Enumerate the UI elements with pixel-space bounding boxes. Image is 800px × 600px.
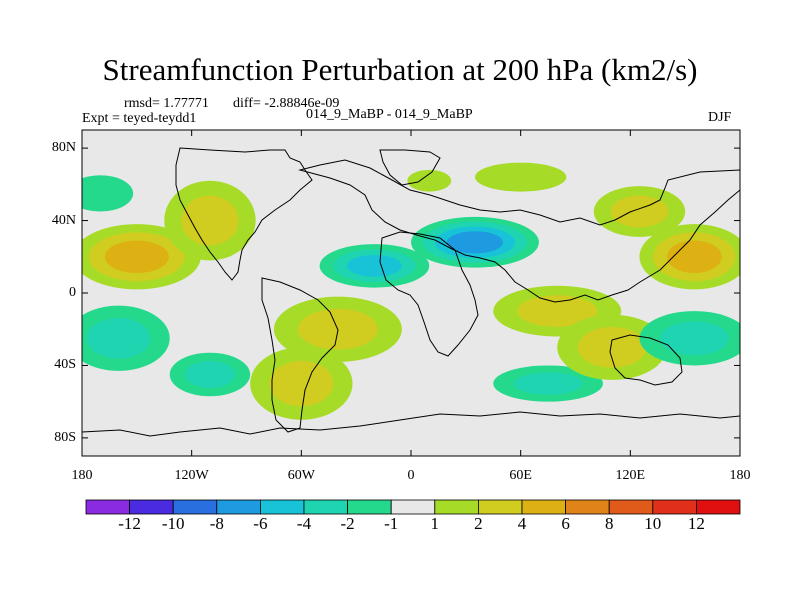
colorbar-swatch-8	[390, 499, 436, 515]
diff-label: diff= -2.88846e-09	[233, 96, 340, 111]
field-contour-indian-ocean-positive-2	[517, 295, 598, 327]
colorbar-swatch-10	[477, 499, 523, 515]
expt-label: Expt = teyed-teydd1	[82, 111, 197, 126]
coastline-greenland	[379, 149, 441, 186]
colorbar-swatch-13	[608, 499, 654, 515]
rmsd-label: rmsd= 1.77771	[124, 96, 209, 111]
colorbar-swatch-15	[696, 499, 741, 515]
colorbar-swatch-12	[565, 499, 610, 515]
coastline-australia	[609, 334, 683, 386]
colorbar-label: 12	[687, 514, 705, 533]
field-contour-atlantic-africa-negative-3	[347, 254, 402, 277]
y-tick-label: 80S	[54, 429, 76, 445]
colorbar-label: 4	[517, 514, 527, 533]
coastline-antarctica	[82, 411, 740, 437]
colorbar-label: 8	[604, 514, 614, 533]
colorbar-label: 10	[644, 514, 662, 533]
field-contour-arctic-positive-1	[407, 169, 452, 192]
colorbar-swatch-5	[259, 499, 305, 515]
x-tick-label: 180	[71, 468, 93, 483]
colorbar-label: -10	[161, 514, 185, 533]
y-tick-label: 0	[69, 285, 76, 300]
colorbar-swatch-11	[521, 499, 566, 515]
x-tick-label: 60W	[287, 468, 315, 483]
colorbar-swatch-9	[434, 499, 479, 515]
field-contour-pacific-north-negative-1	[82, 175, 134, 212]
coastline-south-america	[261, 277, 339, 433]
colorbar-label: -1	[384, 514, 399, 533]
field-contour-north-atlantic-positive-1	[474, 162, 567, 192]
field-contour-north-pacific-east-positive-2	[181, 195, 239, 246]
x-tick-label: 60E	[509, 468, 532, 483]
x-tick-label: 120E	[615, 468, 646, 483]
colorbar-label: -8	[209, 514, 224, 533]
colorbar-label: 1	[430, 514, 440, 533]
colorbar-swatch-3	[172, 499, 218, 515]
colorbar-label: 2	[474, 514, 483, 533]
field-contour-north-pacific-west-positive-3	[104, 240, 169, 274]
coastline-north-america	[175, 147, 313, 281]
chart-title: Streamfunction Perturbation at 200 hPa (…	[102, 52, 698, 87]
field-contour-australia-positive-2	[577, 326, 647, 368]
colorbar-label: -2	[340, 514, 355, 533]
field-contour-south-pacific-negative-2	[184, 360, 236, 389]
colorbar-swatch-4	[216, 499, 261, 515]
field-contour-south-america-positive-2	[269, 360, 334, 407]
colorbar-label: -4	[296, 514, 312, 533]
colorbar-swatch-2	[129, 499, 174, 515]
colorbar-swatch-7	[347, 499, 392, 515]
coastline-africa	[379, 231, 479, 357]
coastline-eurasia	[298, 159, 740, 303]
x-tick-label: 180	[729, 468, 751, 483]
field-contour-middle-east-negative-4	[446, 231, 503, 254]
colorbar-swatch-6	[303, 499, 348, 515]
colorbar-label: -6	[253, 514, 268, 533]
case-label: 014_9_MaBP - 014_9_MaBP	[306, 107, 473, 122]
field-contour-south-pacific-east-negative-2	[660, 321, 729, 356]
x-tick-label: 0	[407, 468, 415, 483]
colorbar-swatch-1	[85, 499, 130, 515]
field-contour-west-pacific-negative-2	[513, 372, 583, 395]
y-tick-label: 40N	[51, 212, 76, 228]
season-label: DJF	[708, 110, 732, 125]
y-tick-label: 80N	[51, 140, 76, 156]
x-tick-label: 120W	[174, 468, 209, 483]
field-contour-north-pacific-east-positive-2-3	[666, 240, 722, 274]
colorbar-label: -12	[118, 514, 141, 533]
colorbar-swatch-14	[652, 499, 697, 515]
y-tick-label: 40S	[54, 357, 76, 373]
colorbar-label: 6	[561, 514, 570, 533]
field-contour-central-pacific-south-negative-2	[86, 317, 151, 359]
